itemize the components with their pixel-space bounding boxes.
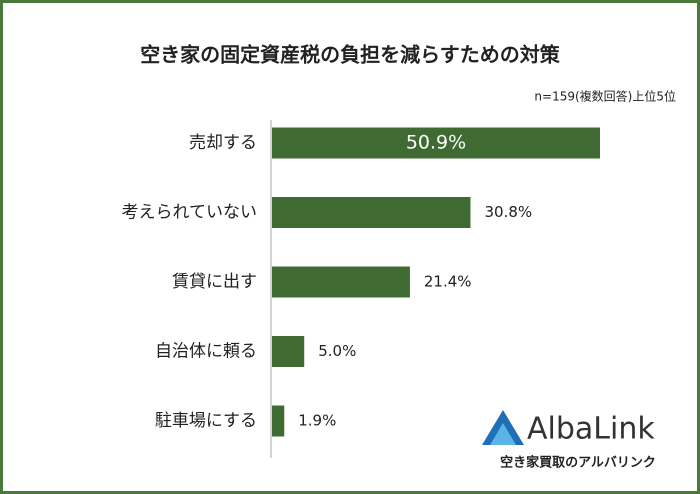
bar: [272, 197, 471, 228]
chart-title: 空き家の固定資産税の負担を減らすための対策: [140, 43, 561, 67]
y-tick-label: 駐車場にする: [155, 411, 257, 431]
y-tick-label: 考えられていない: [122, 203, 258, 223]
logo-icon: [490, 423, 516, 445]
bar: [272, 405, 285, 437]
y-tick-label: 売却する: [189, 133, 257, 153]
data-label: 1.9%: [298, 412, 336, 430]
data-label: 21.4%: [424, 273, 472, 291]
y-tick-label: 賃貸に出す: [172, 272, 257, 292]
bar: [272, 266, 410, 298]
y-tick-label: 自治体に頼る: [155, 342, 257, 362]
data-label: 30.8%: [484, 203, 532, 221]
data-label: 50.9%: [406, 132, 466, 154]
chart-subtitle: n=159(複数回答)上位5位: [534, 89, 676, 104]
bar: [272, 127, 600, 159]
bar: [272, 336, 305, 367]
logo-tagline: 空き家買取のアルバリンク: [500, 455, 656, 471]
logo-text: AlbaLink: [527, 412, 655, 447]
logo: AlbaLink 空き家買取のアルバリンク: [482, 410, 656, 471]
data-label: 5.0%: [318, 342, 356, 360]
